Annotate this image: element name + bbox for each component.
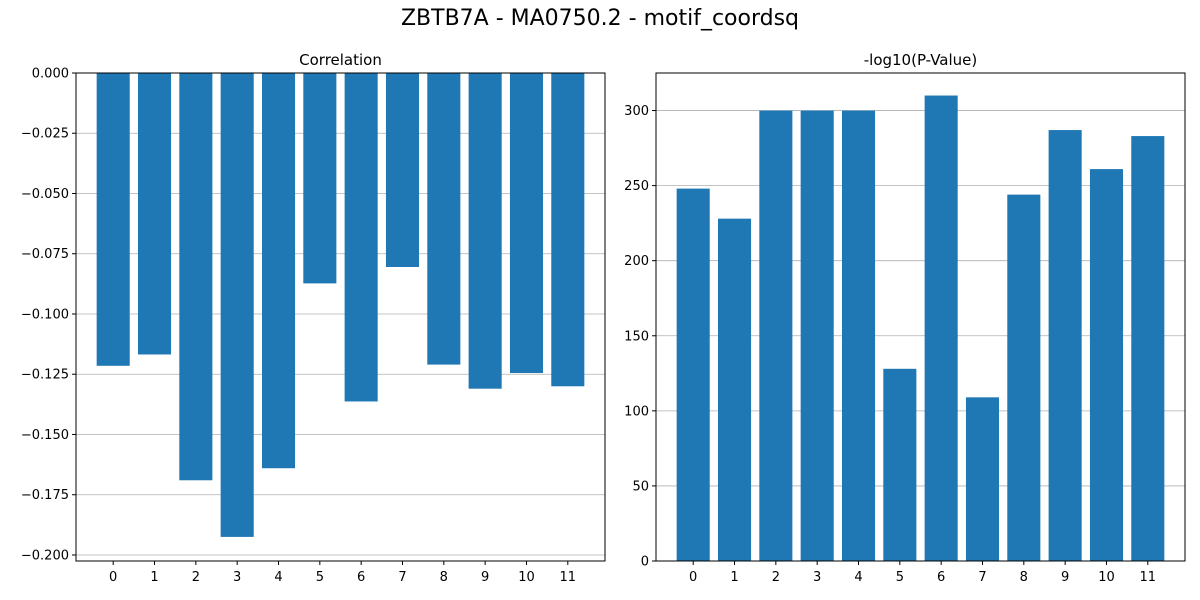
pvalue-ytick-label: 0: [641, 555, 649, 570]
pvalue-ytick-label: 200: [624, 254, 649, 269]
pvalue-ytick-label: 50: [632, 479, 649, 494]
correlation-chart: 0.000 −0.025 −0.050 −0.075 −0.100 −0.125 −0.15…: [21, 51, 606, 585]
pvalue-ytick-label: 150: [624, 329, 649, 344]
pvalue-bar-10: [1089, 169, 1124, 562]
pvalue-xtick-label: 8: [1020, 570, 1028, 585]
correlation-ytick-label: −0.125: [21, 368, 69, 383]
pvalue-xtick-label: 7: [978, 570, 986, 585]
pvalue-xtick-label: 5: [896, 570, 904, 585]
correlation-ytick-label: −0.175: [21, 488, 69, 503]
pvalue-bar-6: [924, 95, 958, 562]
pvalue-bar-11: [1131, 136, 1165, 561]
pvalue-bar-5: [883, 368, 917, 561]
correlation-ytick-label: −0.100: [21, 307, 69, 322]
correlation-xtick-label: 5: [316, 570, 324, 585]
correlation-axes-frame: [75, 72, 606, 562]
pvalue-xtick-label: 4: [854, 570, 862, 585]
pvalue-xtick-label: 9: [1061, 570, 1069, 585]
figure-title: ZBTB7A - MA0750.2 - motif_coordsq: [400, 6, 800, 31]
correlation-ytick-label: −0.050: [21, 187, 69, 202]
pvalue-axes-frame: [655, 72, 1186, 562]
correlation-xtick-label: 11: [560, 570, 577, 585]
pvalue-bar-9: [1048, 130, 1082, 561]
correlation-bar-5: [303, 73, 337, 284]
correlation-xtick-label: 6: [357, 570, 365, 585]
correlation-xtick-label: 0: [109, 570, 117, 585]
correlation-bar-4: [261, 73, 296, 469]
pvalue-xtick-label: 11: [1140, 570, 1157, 585]
correlation-xtick-label: 10: [518, 570, 535, 585]
correlation-xtick-label: 7: [398, 570, 406, 585]
correlation-xtick-label: 4: [274, 570, 282, 585]
correlation-bar-2: [179, 73, 213, 481]
pvalue-bar-2: [759, 110, 793, 562]
correlation-ytick-label: −0.075: [21, 247, 69, 262]
correlation-bar-1: [137, 73, 172, 355]
pvalue-ytick-label: 300: [624, 104, 649, 119]
correlation-ytick-label: 0.000: [32, 67, 69, 82]
correlation-bar-8: [427, 73, 461, 365]
pvalue-xtick-label: 2: [772, 570, 780, 585]
correlation-xtick-label: 8: [440, 570, 448, 585]
correlation-xtick-label: 2: [192, 570, 200, 585]
correlation-xtick-label: 1: [150, 570, 158, 585]
pvalue-ytick-label: 250: [624, 179, 649, 194]
pvalue-bar-7: [965, 397, 1000, 561]
correlation-ytick-label: −0.200: [21, 548, 69, 563]
correlation-bar-7: [385, 73, 420, 267]
pvalue-chart: 0 50 100 150 200 250 300 0 1 2 3 4 5 6 7 8 9 10 11 -log10(P…: [624, 51, 1186, 585]
correlation-ytick-label: −0.150: [21, 428, 69, 443]
correlation-xtick-label: 3: [233, 570, 241, 585]
pvalue-bar-4: [841, 110, 876, 562]
pvalue-bar-3: [800, 110, 834, 562]
pvalue-xtick-label: 6: [937, 570, 945, 585]
correlation-bar-10: [509, 73, 544, 374]
correlation-bar-0: [96, 73, 130, 366]
correlation-bar-9: [468, 73, 502, 389]
correlation-xtick-label: 9: [481, 570, 489, 585]
pvalue-xtick-label: 10: [1098, 570, 1115, 585]
pvalue-xtick-label: 0: [689, 570, 697, 585]
correlation-bar-3: [220, 73, 254, 537]
pvalue-bar-8: [1007, 194, 1041, 561]
pvalue-ytick-label: 100: [624, 404, 649, 419]
pvalue-bar-1: [717, 218, 752, 561]
correlation-bar-6: [344, 73, 378, 402]
pvalue-bar-0: [676, 188, 710, 561]
correlation-title: Correlation: [299, 51, 382, 69]
pvalue-xtick-label: 1: [730, 570, 738, 585]
correlation-ytick-label: −0.025: [21, 127, 69, 142]
pvalue-xtick-label: 3: [813, 570, 821, 585]
correlation-bar-11: [551, 73, 585, 387]
pvalue-title: -log10(P-Value): [864, 51, 978, 69]
